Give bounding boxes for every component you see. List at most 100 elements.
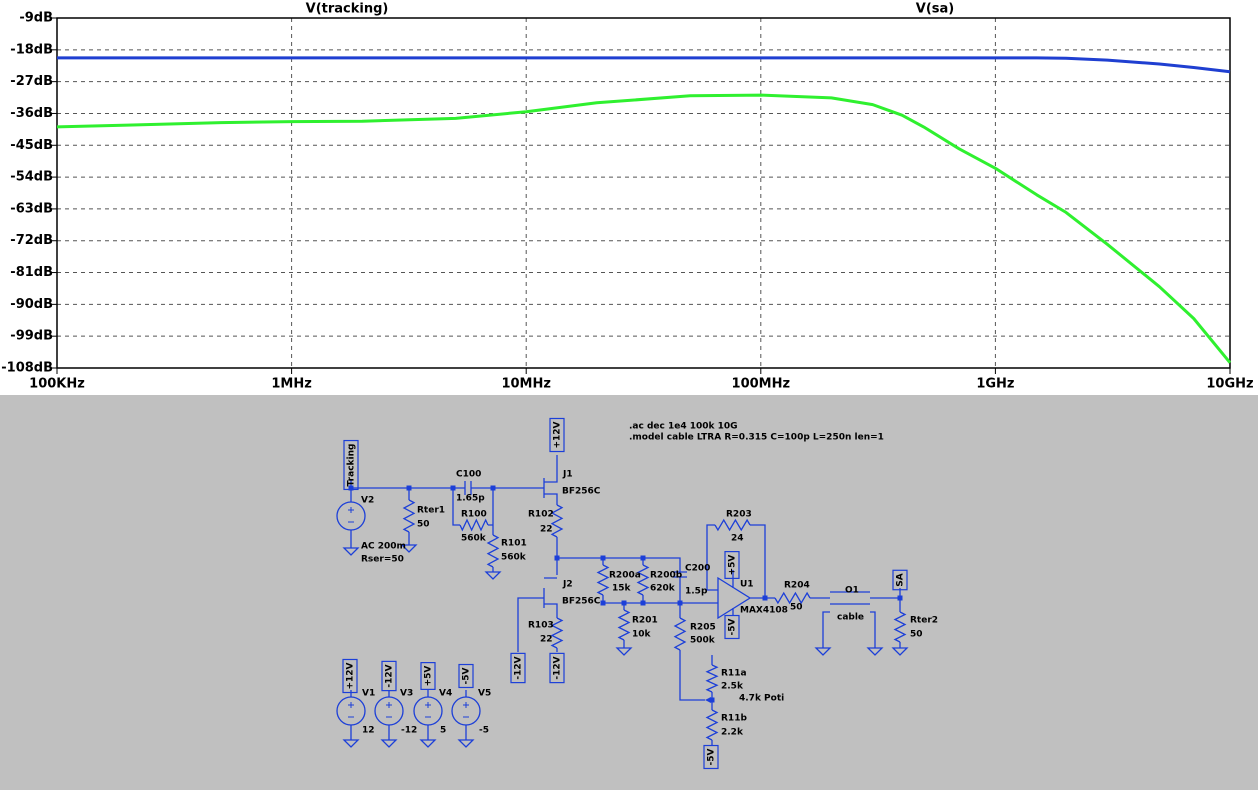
net-flag: [342, 658, 358, 694]
component-label: V3: [400, 689, 413, 699]
component-label: R11a: [721, 669, 747, 679]
x-tick-label: 10GHz: [1206, 377, 1253, 392]
net-flag-label: -12V: [514, 656, 524, 679]
junction: [621, 600, 627, 606]
resistor: [673, 617, 687, 651]
component-label: R204: [784, 581, 810, 591]
source-sign: [348, 507, 354, 523]
y-tick-label: -27dB: [10, 74, 53, 89]
junction: [600, 600, 606, 606]
net-flag-label: +5V: [424, 666, 434, 687]
component-label: C200: [685, 564, 710, 574]
component-label: V4: [439, 689, 452, 699]
y-tick-label: -99dB: [10, 329, 53, 344]
voltage-source: [374, 696, 404, 726]
net-flag-label: -5V: [728, 618, 738, 635]
junction: [490, 485, 496, 491]
net-flag: [549, 652, 565, 684]
resistor: [714, 518, 751, 532]
component-label: V1: [362, 689, 375, 699]
y-tick-label: -72dB: [10, 233, 53, 248]
resistor: [550, 504, 564, 538]
net-flag: [458, 663, 474, 689]
component-label: -5: [479, 726, 489, 736]
component-label: AC 200m: [361, 542, 406, 552]
y-tick-label: -18dB: [10, 42, 53, 57]
y-tick-label: -81dB: [10, 265, 53, 280]
component-label: 620k: [650, 584, 676, 594]
junction: [640, 600, 646, 606]
resistor: [705, 709, 719, 741]
component-label: 10k: [632, 630, 652, 640]
resistor: [596, 564, 610, 596]
component-label: R200b: [650, 571, 683, 581]
component-label: MAX4108: [740, 606, 788, 616]
ground: [866, 647, 884, 656]
component-label: 560k: [461, 534, 487, 544]
net-flag-label: +12V: [346, 662, 356, 689]
source-sign: [386, 702, 392, 718]
junction: [600, 555, 606, 561]
y-tick-label: -45dB: [10, 138, 53, 153]
x-tick-label: 100KHz: [29, 377, 85, 392]
resistor: [893, 611, 907, 643]
component-label: O1: [845, 586, 859, 596]
legend-entry: V(sa): [916, 2, 954, 17]
voltage-source: [336, 501, 366, 531]
ground: [615, 647, 633, 656]
resistor: [550, 617, 564, 649]
ground: [342, 739, 360, 748]
x-tick-label: 1GHz: [976, 377, 1014, 392]
y-tick-label: -36dB: [10, 106, 53, 121]
junction: [897, 595, 903, 601]
net-flag: [381, 660, 397, 692]
net-flag-label: SA: [896, 573, 906, 586]
x-tick-label: 100MHz: [732, 377, 791, 392]
y-tick-label: -9dB: [19, 11, 53, 26]
y-tick-label: -108dB: [1, 361, 53, 376]
component-label: BF256C: [562, 597, 601, 607]
component-label: 5: [440, 726, 446, 736]
ground: [457, 739, 475, 748]
component-label: cable: [837, 613, 864, 623]
source-sign: [348, 702, 354, 718]
net-flag-label: -12V: [385, 664, 395, 687]
junction: [554, 555, 560, 561]
net-flag: [343, 439, 359, 491]
component-label: R201: [632, 616, 658, 626]
component-label: R203: [726, 510, 752, 520]
component-label: Rter1: [417, 506, 445, 516]
y-tick-label: -63dB: [10, 201, 53, 216]
net-flag-label: +5V: [728, 555, 738, 576]
junction: [406, 485, 412, 491]
component-label: C100: [456, 470, 481, 480]
ground: [400, 544, 418, 553]
component-label: V2: [361, 496, 374, 506]
resistor: [705, 664, 719, 693]
component-label: 24: [731, 534, 744, 544]
component-label: Rter2: [910, 616, 938, 626]
net-flag: [703, 744, 719, 770]
component-label: 500k: [690, 636, 716, 646]
net-flag: [420, 662, 436, 690]
series-line: [56, 93, 1232, 364]
ground: [419, 739, 437, 748]
component-label: V5: [478, 689, 491, 699]
component-label: R205: [690, 623, 716, 633]
wires: [350, 455, 901, 746]
component-label: 50: [417, 520, 430, 530]
component-label: J2: [562, 580, 573, 590]
component-label: R100: [461, 510, 487, 520]
plot-frame: [56, 17, 1231, 369]
ground: [380, 739, 398, 748]
component-label: R11b: [721, 714, 747, 724]
component-label: 560k: [501, 553, 527, 563]
source-sign: [425, 702, 431, 718]
spice-directive: .ac dec 1e4 100k 10G: [629, 422, 738, 432]
y-tick-label: -90dB: [10, 297, 53, 312]
junction: [640, 555, 646, 561]
net-flag: [892, 569, 908, 591]
component-label: 1.65p: [456, 494, 485, 504]
net-flag-label: -5V: [707, 748, 717, 765]
